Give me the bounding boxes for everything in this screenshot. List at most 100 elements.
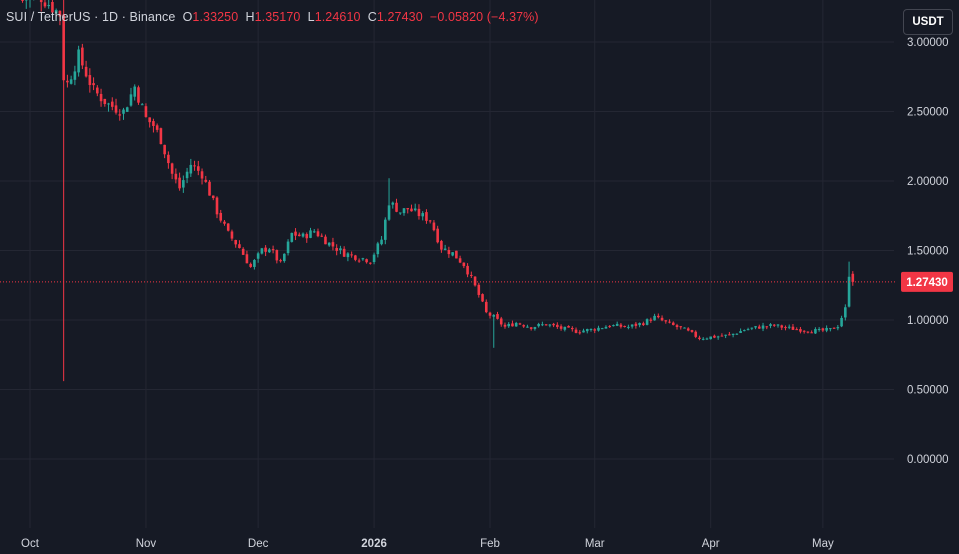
candle: [728, 331, 731, 336]
candle-body: [529, 327, 533, 329]
candle-body: [630, 324, 634, 327]
candle-body: [649, 319, 653, 321]
candle-body: [698, 337, 701, 340]
candle: [563, 326, 567, 332]
change-value: −0.05820 (−4.37%): [429, 10, 539, 24]
candle-body: [754, 326, 757, 328]
candle-body: [342, 248, 346, 257]
candle: [675, 323, 679, 330]
candle: [253, 259, 256, 270]
candle: [312, 229, 316, 233]
candle: [223, 219, 226, 226]
candle-body: [204, 179, 208, 182]
candle-body: [544, 324, 548, 326]
candle: [99, 88, 103, 107]
candle: [802, 330, 806, 334]
candle-body: [189, 164, 193, 174]
candle-body: [526, 326, 529, 328]
candle: [234, 239, 237, 248]
candle-body: [799, 329, 802, 332]
candle: [335, 244, 338, 256]
candle-body: [99, 93, 103, 102]
candle: [559, 324, 563, 331]
x-tick-label: 2026: [361, 538, 387, 550]
candle-body: [312, 231, 316, 233]
candle-body: [406, 208, 410, 210]
candle: [357, 258, 361, 263]
candle-body: [455, 250, 458, 259]
candle: [619, 323, 623, 329]
candle: [552, 322, 555, 328]
candle: [507, 322, 511, 328]
candle-body: [470, 274, 473, 276]
candle-body: [260, 248, 264, 254]
candle: [597, 325, 600, 332]
candle: [511, 320, 514, 327]
candle-body: [320, 235, 324, 237]
candle: [533, 326, 537, 331]
candle: [185, 167, 189, 184]
candle-body: [473, 276, 477, 286]
candle-body: [223, 221, 226, 224]
candle-body: [840, 317, 843, 327]
candle: [522, 324, 525, 328]
candle-body: [627, 326, 630, 328]
currency-button[interactable]: USDT: [903, 9, 953, 35]
candle: [271, 245, 275, 254]
symbol-title[interactable]: SUI / TetherUS · 1D · Binance: [6, 10, 176, 24]
candle: [283, 253, 286, 263]
y-tick-label: 0.50000: [907, 385, 949, 397]
candle: [537, 322, 540, 328]
candle: [432, 220, 436, 232]
candle-body: [230, 231, 234, 239]
candle: [795, 327, 798, 331]
candle-body: [253, 260, 256, 267]
price-axis: 3.00000 2.50000 2.00000 1.50000 1.00000 0.500…: [907, 37, 949, 466]
candle: [178, 172, 181, 191]
candle-body: [567, 325, 570, 328]
candle-body: [309, 230, 312, 238]
candle-body: [133, 86, 137, 97]
candle: [758, 324, 761, 329]
candle: [776, 324, 780, 328]
candle-body: [39, 0, 43, 3]
candle-body: [791, 326, 795, 330]
candle-body: [533, 327, 537, 329]
candle: [245, 250, 249, 264]
candle-body: [249, 263, 252, 267]
candle: [275, 249, 279, 264]
candle: [47, 0, 50, 9]
candle: [765, 326, 769, 330]
candle-body: [765, 326, 769, 328]
y-tick-label: 1.50000: [907, 246, 949, 258]
candle: [649, 317, 653, 323]
candle-body: [686, 328, 690, 331]
candle: [814, 327, 817, 334]
candle-body: [62, 14, 65, 81]
candle: [743, 329, 746, 332]
candle: [582, 328, 585, 333]
y-tick-label: 2.50000: [907, 107, 949, 119]
candle: [529, 327, 533, 331]
candle: [440, 239, 443, 253]
candle: [182, 175, 185, 193]
candle: [451, 252, 454, 257]
candle: [189, 158, 193, 177]
candle-body: [608, 326, 611, 328]
candle-body: [122, 109, 125, 114]
candle: [455, 250, 458, 259]
candle-body: [668, 321, 671, 323]
candle-body: [279, 260, 282, 262]
candle: [488, 311, 492, 319]
candle-body: [574, 329, 578, 333]
candle-body: [185, 171, 189, 179]
candle-body: [301, 233, 305, 237]
candle-body: [324, 236, 327, 245]
candle-body: [152, 121, 155, 126]
candle-body: [739, 331, 742, 334]
candle-body: [137, 87, 140, 103]
candle-body: [784, 327, 787, 329]
candle: [365, 258, 368, 264]
